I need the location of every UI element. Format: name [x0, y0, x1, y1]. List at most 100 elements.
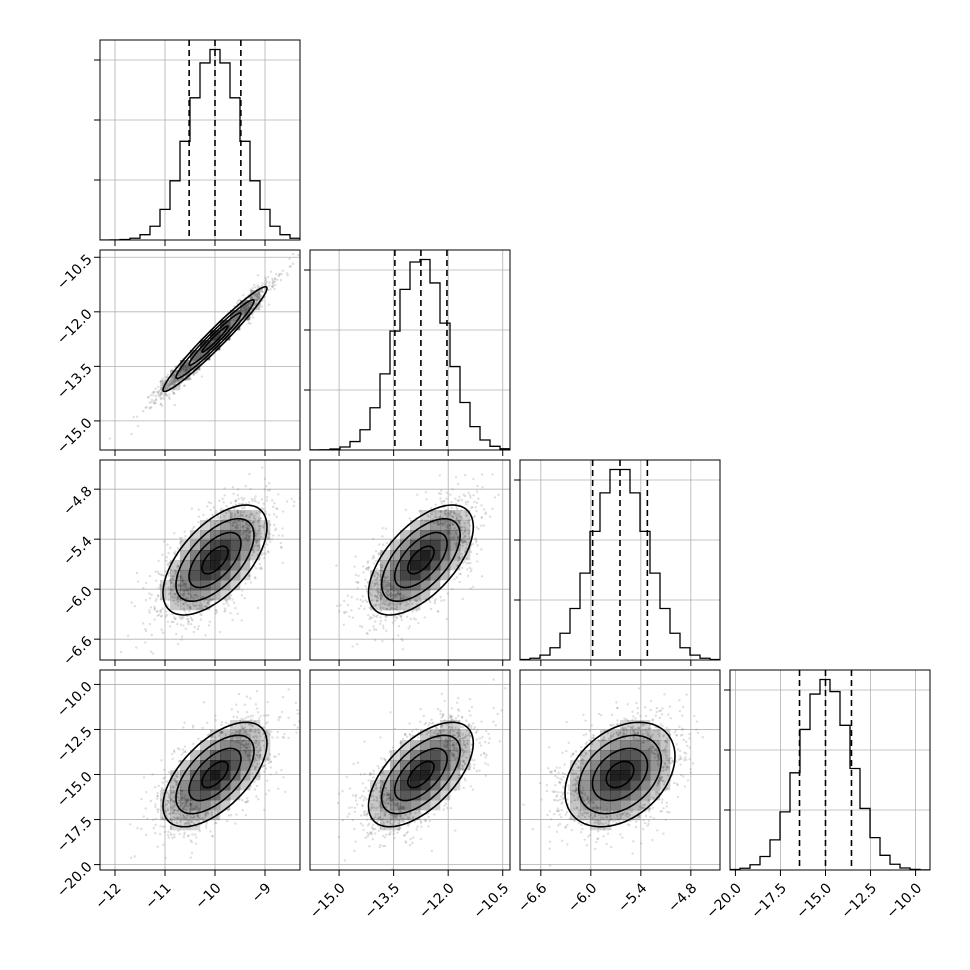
scatter-point [171, 577, 174, 581]
scatter-point [180, 372, 184, 376]
scatter-point [588, 749, 592, 752]
scatter-point [354, 573, 357, 577]
contour-level [175, 298, 255, 380]
scatter-point [265, 779, 269, 782]
scatter-point [152, 390, 155, 393]
scatter-point [155, 609, 158, 613]
scatter-point [356, 581, 360, 584]
scatter-point [400, 637, 403, 641]
scatter-point [180, 579, 183, 583]
scatter-point [620, 727, 624, 730]
density-cell [650, 790, 661, 801]
scatter-point [136, 827, 139, 830]
scatter-point [464, 763, 467, 766]
scatter-point [419, 720, 422, 724]
density-cell [220, 510, 231, 521]
scatter-point [205, 824, 208, 827]
scatter-point [363, 607, 366, 611]
scatter-point [397, 590, 400, 593]
scatter-point [550, 771, 553, 774]
scatter-point [480, 504, 483, 507]
scatter-point [351, 616, 355, 619]
scatter-point [470, 726, 473, 730]
scatter-point [207, 624, 211, 627]
scatter-point [457, 736, 460, 739]
scatter-point [250, 513, 254, 516]
scatter-point [427, 815, 430, 819]
scatter-point [450, 715, 454, 718]
scatter-point [362, 799, 366, 802]
scatter-point [453, 755, 456, 759]
scatter-point [430, 722, 434, 725]
contour-level [162, 504, 268, 616]
density-cell [620, 810, 631, 821]
scatter-point [187, 609, 191, 613]
scatter-point [177, 588, 180, 592]
scatter-point [224, 721, 228, 724]
scatter-point [608, 810, 611, 813]
scatter-point [633, 738, 636, 742]
scatter-point [573, 819, 576, 823]
density-cell [250, 750, 261, 761]
scatter-point [384, 800, 387, 804]
scatter-point [588, 802, 591, 805]
scatter-point [171, 589, 174, 592]
scatter-point [373, 594, 377, 598]
scatter-point [236, 739, 239, 743]
scatter-point [595, 806, 599, 810]
density-cell [630, 750, 641, 761]
scatter-point [468, 709, 471, 713]
scatter-point [185, 369, 189, 373]
scatter-point [456, 750, 460, 753]
scatter-point [461, 767, 464, 770]
scatter-point [452, 511, 456, 515]
scatter-point [165, 384, 168, 387]
scatter-point [385, 615, 388, 618]
scatter-point [463, 777, 466, 780]
scatter-point [159, 609, 162, 613]
scatter-point [245, 710, 249, 714]
scatter-point [266, 537, 270, 540]
density-cell [160, 580, 171, 591]
scatter-point [447, 739, 450, 743]
scatter-point [183, 801, 187, 804]
scatter-point [236, 741, 239, 744]
scatter-point [681, 714, 684, 717]
scatter-point [548, 864, 552, 867]
scatter-point [251, 725, 254, 728]
scatter-point [169, 790, 173, 794]
density-cell [400, 570, 411, 581]
scatter-point [183, 369, 186, 373]
density-cell [220, 730, 231, 741]
scatter-point [162, 777, 165, 780]
density-cell [170, 370, 181, 381]
scatter-point [372, 798, 376, 801]
scatter-point [192, 597, 195, 600]
scatter-point [641, 723, 645, 726]
scatter-point [374, 813, 377, 816]
density-cell [240, 760, 251, 771]
scatter-point [175, 783, 178, 787]
scatter-point [379, 593, 383, 597]
scatter-point [398, 807, 401, 811]
scatter-point [626, 815, 630, 819]
scatter-point [609, 723, 612, 727]
scatter-point [160, 628, 163, 631]
scatter-point [380, 780, 384, 783]
scatter-point [443, 699, 446, 703]
scatter-point [466, 739, 469, 742]
scatter-point [150, 406, 153, 409]
scatter-point [379, 786, 383, 789]
scatter-point [177, 642, 180, 646]
x-tick-label: −12.0 [416, 880, 458, 922]
scatter-point [246, 743, 250, 747]
scatter-point [601, 738, 604, 741]
scatter-point [616, 818, 619, 821]
scatter-point [675, 760, 678, 763]
density-cell [220, 590, 231, 601]
scatter-point [251, 714, 254, 717]
scatter-point [479, 524, 483, 527]
scatter-point [278, 272, 282, 276]
density-cell [410, 790, 421, 801]
scatter-point [450, 751, 454, 755]
